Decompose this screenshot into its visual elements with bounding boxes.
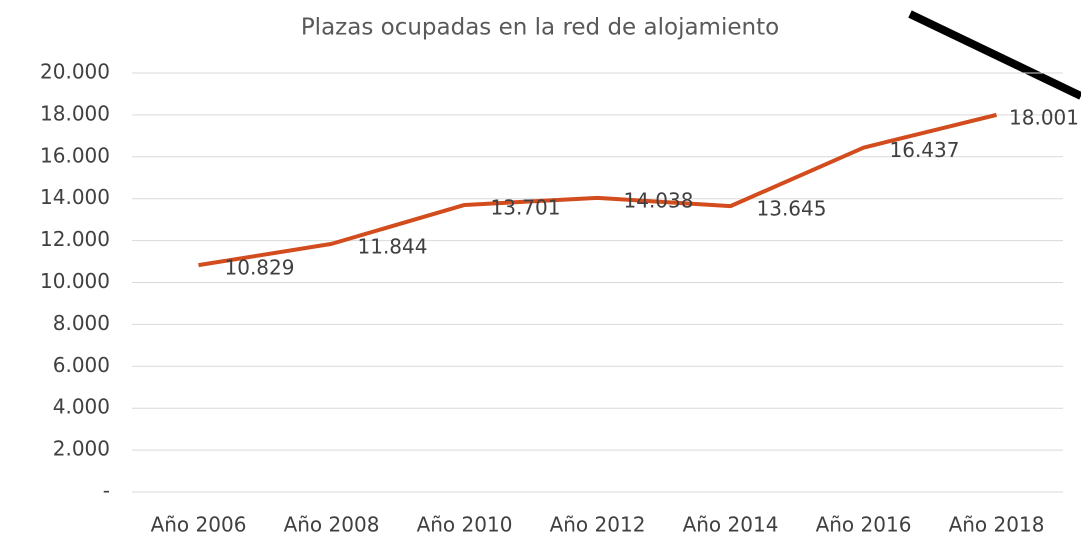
y-tick-label: 12.000 [40, 227, 110, 251]
data-label: 13.701 [491, 195, 561, 219]
y-tick-label: 8.000 [53, 311, 110, 335]
x-tick-label: Año 2018 [949, 513, 1045, 537]
data-label: 18.001 [1009, 105, 1079, 129]
y-tick-label: 20.000 [40, 60, 110, 84]
y-tick-label: 4.000 [53, 395, 110, 419]
y-tick-label: 18.000 [40, 101, 110, 125]
decor-line [908, 10, 1081, 100]
data-label: 11.844 [358, 234, 428, 258]
x-tick-label: Año 2008 [284, 513, 380, 537]
data-label: 10.829 [225, 256, 295, 280]
chart-title: Plazas ocupadas en la red de alojamiento [301, 15, 779, 41]
x-tick-label: Año 2010 [417, 513, 513, 537]
y-tick-label: 10.000 [40, 269, 110, 293]
y-tick-label: 16.000 [40, 143, 110, 167]
y-tick-label: 6.000 [53, 353, 110, 377]
data-label: 16.437 [890, 138, 960, 162]
y-tick-label: 14.000 [40, 185, 110, 209]
y-tick-label: 2.000 [53, 437, 110, 461]
y-tick-label: - [103, 479, 110, 503]
x-tick-label: Año 2016 [816, 513, 912, 537]
series-line [198, 112, 997, 268]
x-tick-label: Año 2012 [550, 513, 646, 537]
x-tick-label: Año 2014 [683, 513, 779, 537]
data-label: 14.038 [624, 188, 694, 212]
data-label: 13.645 [757, 197, 827, 221]
x-tick-label: Año 2006 [151, 513, 247, 537]
